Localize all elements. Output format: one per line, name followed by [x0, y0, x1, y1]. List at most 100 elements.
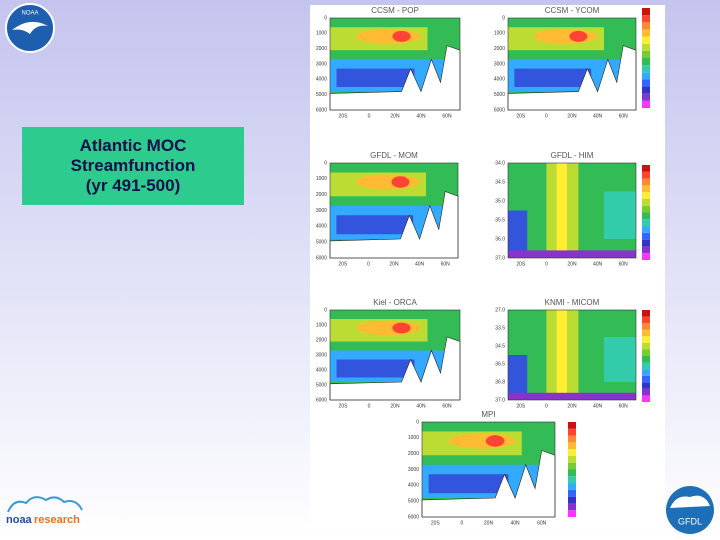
contour — [533, 29, 598, 44]
contour — [448, 433, 516, 449]
contour — [392, 30, 411, 42]
x-tick-label: 20S — [516, 403, 526, 409]
colorbar-step — [568, 469, 576, 477]
x-tick-label: 0 — [368, 403, 371, 409]
colorbar-step — [568, 489, 576, 497]
y-tick-label: 0 — [416, 419, 419, 425]
colorbar-step — [642, 15, 650, 23]
colorbar-step — [642, 185, 650, 193]
x-tick-label: 0 — [545, 403, 548, 409]
x-tick-label: 60N — [441, 261, 451, 267]
colorbar-step — [642, 93, 650, 101]
y-tick-label: 3000 — [316, 352, 327, 358]
x-tick-label: 60N — [619, 261, 629, 267]
colorbar-step — [568, 455, 576, 463]
colorbar-step — [642, 253, 650, 260]
moc-panel: MPI 0 1000 2000 3000 4000 5000 6000 20S 0 20N 40N 60… — [408, 410, 576, 526]
contour — [604, 337, 636, 382]
x-tick-label: 60N — [442, 403, 452, 409]
colorbar-step — [642, 369, 650, 376]
y-tick-label: 36.8 — [495, 379, 505, 385]
colorbar-step — [642, 349, 650, 356]
contour — [391, 176, 410, 188]
plot-frame — [507, 309, 637, 401]
x-tick-label: 0 — [461, 520, 464, 526]
colorbar-step — [642, 239, 650, 247]
y-tick-label: 0 — [324, 15, 327, 21]
colorbar-step — [642, 246, 650, 254]
gfdl-logo: GFDL — [666, 486, 714, 534]
y-tick-label: 36.0 — [495, 236, 505, 242]
y-tick-label: 4000 — [494, 77, 505, 83]
contour — [355, 174, 420, 190]
x-tick-label: 20S — [516, 261, 526, 267]
x-tick-label: 20N — [567, 261, 577, 267]
colorbar-step — [642, 22, 650, 30]
colorbar-step — [642, 362, 650, 370]
panel-title: GFDL - HIM — [551, 151, 594, 160]
contour — [392, 322, 411, 334]
y-tick-label: 3000 — [494, 61, 505, 67]
noaa-logo: NOAA — [5, 3, 55, 53]
y-tick-label: 2000 — [408, 451, 419, 457]
x-tick-label: 20N — [567, 113, 577, 119]
noaa-prefix: noaa — [6, 514, 33, 526]
y-tick-label: 34.5 — [495, 343, 505, 349]
colorbar-step — [642, 226, 650, 233]
y-tick-label: 6000 — [316, 107, 327, 113]
colorbar-step — [642, 212, 650, 220]
plot-frame — [329, 309, 461, 401]
x-tick-label: 0 — [368, 113, 371, 119]
x-tick-label: 40N — [593, 403, 603, 409]
y-tick-label: 1000 — [316, 176, 327, 182]
colorbar-step — [568, 442, 576, 450]
x-tick-label: 20N — [390, 403, 400, 409]
y-tick-label: 4000 — [316, 367, 327, 373]
y-tick-label: 5000 — [408, 498, 419, 504]
colorbar-step — [642, 375, 650, 383]
colorbar-step — [642, 79, 650, 87]
colorbar-step — [568, 483, 576, 490]
colorbar-step — [642, 36, 650, 44]
gfdl-label: GFDL — [678, 516, 702, 526]
x-tick-label: 20S — [516, 113, 526, 119]
colorbar-step — [642, 388, 650, 396]
contour — [508, 392, 636, 400]
x-tick-label: 40N — [511, 520, 521, 526]
colorbar-step — [642, 178, 650, 186]
y-tick-label: 0 — [324, 160, 327, 166]
colorbar-step — [642, 8, 650, 16]
y-tick-label: 5000 — [316, 239, 327, 245]
contour — [556, 310, 567, 400]
y-tick-label: 5000 — [316, 382, 327, 388]
x-tick-label: 40N — [416, 403, 426, 409]
x-tick-label: 20N — [390, 113, 400, 119]
moc-panel: CCSM - YCOM 0 1000 2000 3000 4000 5000 6000 20S 0… — [494, 6, 637, 119]
colorbar-step — [642, 50, 650, 58]
panel-title: Kiel - ORCA — [373, 298, 417, 307]
colorbar-step — [568, 435, 576, 443]
plot-frame — [329, 17, 461, 111]
colorbar-step — [568, 462, 576, 470]
y-tick-label: 1000 — [316, 322, 327, 328]
contour — [356, 29, 421, 44]
colorbar-step — [642, 205, 650, 213]
colorbar-step — [568, 428, 576, 436]
colorbar-step — [642, 219, 650, 227]
x-tick-label: 60N — [619, 403, 629, 409]
colorbar-step — [642, 72, 650, 80]
panel-title: CCSM - YCOM — [545, 6, 600, 15]
contour — [356, 320, 421, 336]
x-tick-label: 20S — [338, 261, 348, 267]
colorbar-step — [642, 323, 650, 330]
y-tick-label: 4000 — [316, 224, 327, 230]
moc-panel: CCSM - POP 0 1000 2000 3000 4000 5000 6000 20S 0 2… — [316, 6, 650, 119]
y-tick-label: 2000 — [316, 46, 327, 52]
colorbar-step — [642, 198, 650, 206]
contour — [336, 68, 415, 87]
x-tick-label: 60N — [537, 520, 547, 526]
y-tick-label: 3000 — [316, 61, 327, 67]
y-tick-label: 0 — [324, 307, 327, 313]
y-tick-label: 6000 — [408, 514, 419, 520]
contour — [428, 474, 509, 494]
